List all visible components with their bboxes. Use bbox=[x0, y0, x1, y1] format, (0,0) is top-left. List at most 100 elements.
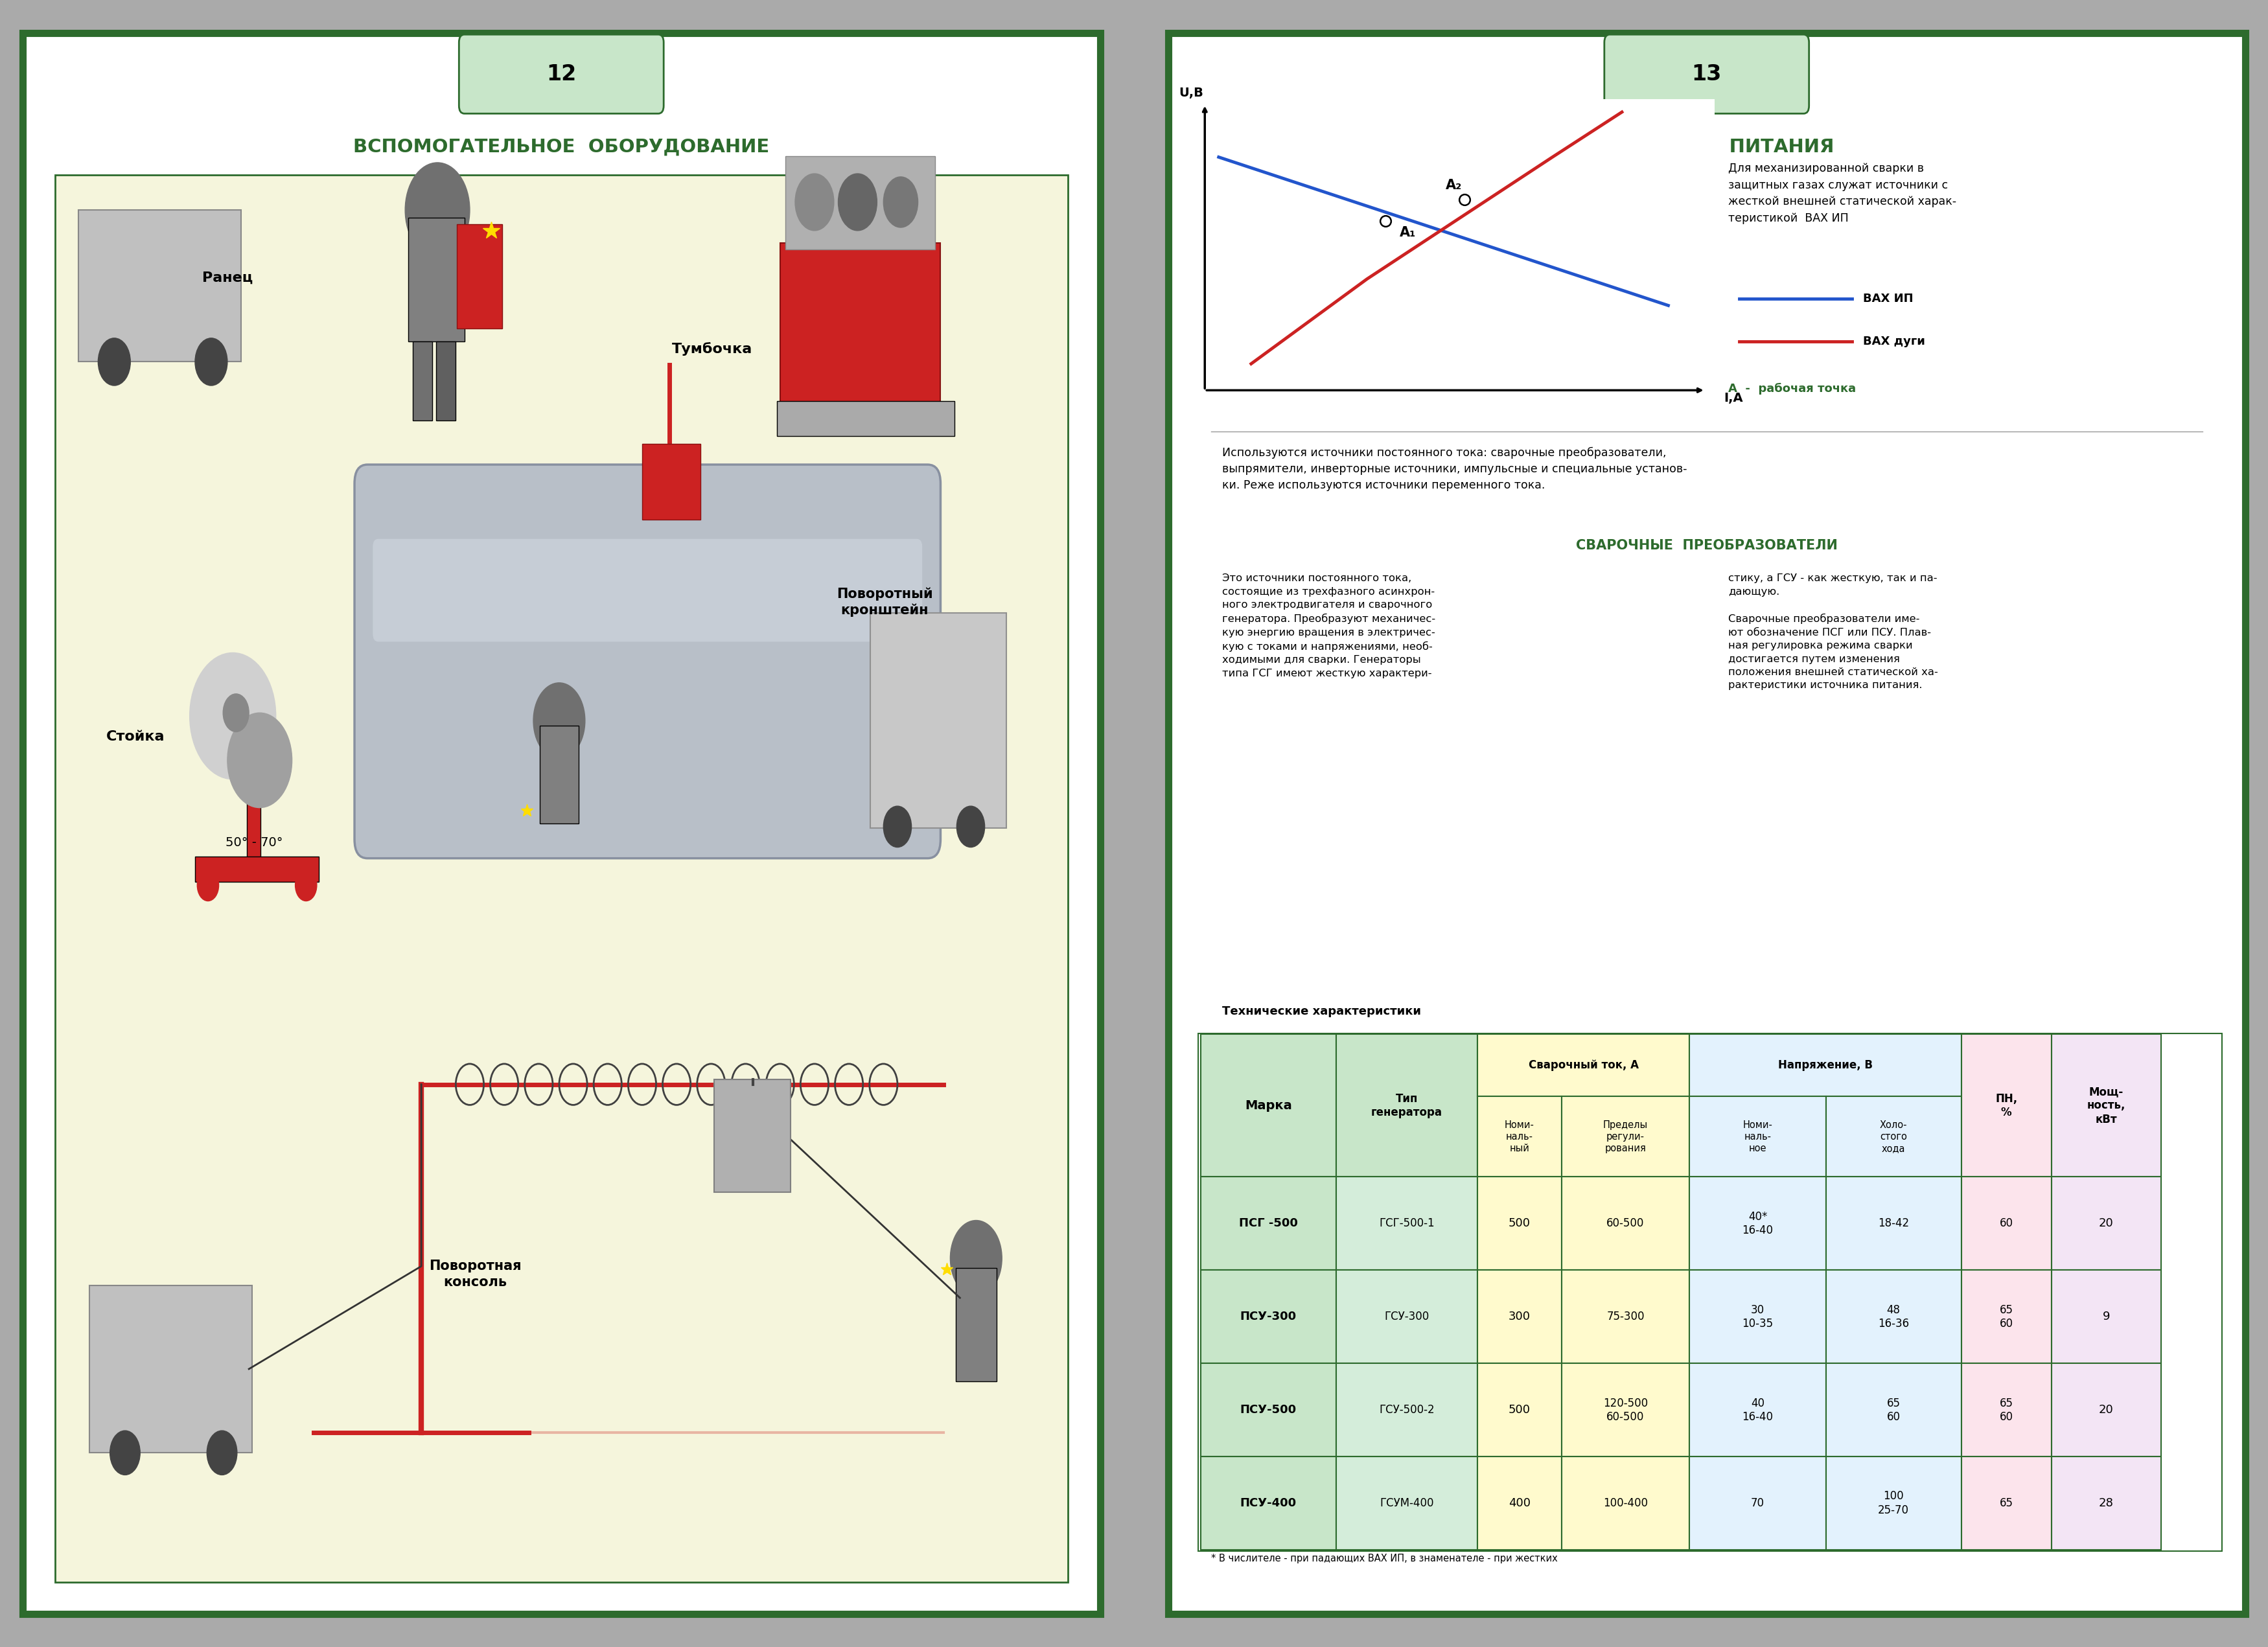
FancyBboxPatch shape bbox=[1826, 1097, 1962, 1178]
Text: 20: 20 bbox=[2098, 1405, 2114, 1416]
Text: 70: 70 bbox=[1751, 1497, 1765, 1509]
Text: I,A: I,A bbox=[1724, 392, 1744, 405]
FancyBboxPatch shape bbox=[785, 156, 934, 250]
Text: ГСУМ-400: ГСУМ-400 bbox=[1379, 1497, 1433, 1509]
Text: 60-500: 60-500 bbox=[1606, 1217, 1644, 1229]
FancyBboxPatch shape bbox=[1336, 1456, 1476, 1550]
Text: 65
60: 65 60 bbox=[2000, 1397, 2014, 1423]
Text: 48
16-36: 48 16-36 bbox=[1878, 1304, 1910, 1329]
FancyBboxPatch shape bbox=[955, 1268, 996, 1382]
FancyBboxPatch shape bbox=[2053, 1364, 2161, 1456]
Text: Пределы
регули-
рования: Пределы регули- рования bbox=[1603, 1120, 1649, 1153]
FancyBboxPatch shape bbox=[1198, 1033, 2223, 1551]
FancyBboxPatch shape bbox=[1200, 1178, 1336, 1270]
Text: 18-42: 18-42 bbox=[1878, 1217, 1910, 1229]
FancyBboxPatch shape bbox=[1560, 1178, 1690, 1270]
FancyBboxPatch shape bbox=[1476, 1270, 1560, 1364]
Text: Стойка: Стойка bbox=[107, 730, 166, 743]
Circle shape bbox=[191, 652, 277, 779]
Text: 13: 13 bbox=[1692, 63, 1721, 84]
FancyBboxPatch shape bbox=[1962, 1270, 2053, 1364]
FancyBboxPatch shape bbox=[1476, 1097, 1560, 1178]
Text: * В числителе - при падающих ВАХ ИП, в знаменателе - при жестких: * В числителе - при падающих ВАХ ИП, в з… bbox=[1211, 1555, 1558, 1563]
FancyBboxPatch shape bbox=[1476, 1034, 1690, 1097]
Text: ВАХ дуги: ВАХ дуги bbox=[1862, 336, 1926, 348]
Circle shape bbox=[950, 1220, 1002, 1296]
Text: 9: 9 bbox=[2102, 1311, 2109, 1323]
Circle shape bbox=[839, 173, 878, 231]
FancyBboxPatch shape bbox=[435, 341, 456, 420]
Text: ПСГ -500: ПСГ -500 bbox=[1238, 1217, 1297, 1229]
Text: Тумбочка: Тумбочка bbox=[671, 343, 753, 356]
FancyBboxPatch shape bbox=[1560, 1270, 1690, 1364]
Text: А  -  рабочая точка: А - рабочая точка bbox=[1728, 382, 1855, 395]
FancyBboxPatch shape bbox=[2053, 1034, 2161, 1178]
FancyBboxPatch shape bbox=[714, 1080, 792, 1192]
FancyBboxPatch shape bbox=[1476, 1178, 1560, 1270]
Text: 50° - 70°: 50° - 70° bbox=[225, 837, 284, 848]
Text: 100-400: 100-400 bbox=[1603, 1497, 1649, 1509]
FancyBboxPatch shape bbox=[1690, 1270, 1826, 1364]
Text: ГСГ-500-1: ГСГ-500-1 bbox=[1379, 1217, 1433, 1229]
FancyBboxPatch shape bbox=[1200, 1364, 1336, 1456]
Text: Номи-
наль-
ное: Номи- наль- ное bbox=[1742, 1120, 1774, 1153]
Circle shape bbox=[222, 693, 249, 731]
Text: Это источники постоянного тока,
состоящие из трехфазного асинхрон-
ного электрод: Это источники постоянного тока, состоящи… bbox=[1222, 573, 1436, 679]
FancyBboxPatch shape bbox=[780, 244, 941, 408]
FancyBboxPatch shape bbox=[1690, 1097, 1826, 1178]
FancyBboxPatch shape bbox=[1826, 1456, 1962, 1550]
FancyBboxPatch shape bbox=[1690, 1034, 1962, 1097]
FancyBboxPatch shape bbox=[1336, 1034, 1476, 1178]
Text: 28: 28 bbox=[2098, 1497, 2114, 1509]
Text: СВАРОЧНЫЕ  ПРЕОБРАЗОВАТЕЛИ: СВАРОЧНЫЕ ПРЕОБРАЗОВАТЕЛИ bbox=[1576, 539, 1837, 552]
Text: ГСУ-500-2: ГСУ-500-2 bbox=[1379, 1405, 1433, 1416]
Circle shape bbox=[109, 1431, 141, 1476]
FancyBboxPatch shape bbox=[776, 402, 955, 436]
Text: 20: 20 bbox=[2098, 1217, 2114, 1229]
FancyBboxPatch shape bbox=[1962, 1456, 2053, 1550]
FancyBboxPatch shape bbox=[1826, 1178, 1962, 1270]
Text: ВАХ ИП: ВАХ ИП bbox=[1862, 293, 1914, 305]
FancyBboxPatch shape bbox=[1168, 33, 2245, 1614]
Text: 75-300: 75-300 bbox=[1606, 1311, 1644, 1323]
Circle shape bbox=[98, 338, 132, 385]
Text: 12: 12 bbox=[547, 63, 576, 84]
Text: 120-500
60-500: 120-500 60-500 bbox=[1603, 1397, 1649, 1423]
Text: Марка: Марка bbox=[1245, 1100, 1293, 1112]
Circle shape bbox=[406, 163, 469, 257]
FancyBboxPatch shape bbox=[79, 211, 240, 362]
Circle shape bbox=[885, 176, 919, 227]
FancyBboxPatch shape bbox=[1690, 1364, 1826, 1456]
FancyBboxPatch shape bbox=[23, 33, 1100, 1614]
Text: 60: 60 bbox=[2000, 1217, 2014, 1229]
Text: Поворотный
кронштейн: Поворотный кронштейн bbox=[837, 588, 932, 618]
FancyBboxPatch shape bbox=[1200, 1034, 1336, 1178]
Text: ПСУ-300: ПСУ-300 bbox=[1241, 1311, 1297, 1323]
FancyBboxPatch shape bbox=[540, 725, 578, 824]
FancyBboxPatch shape bbox=[354, 464, 941, 858]
Circle shape bbox=[197, 870, 218, 901]
FancyBboxPatch shape bbox=[2053, 1178, 2161, 1270]
Text: A₂: A₂ bbox=[1445, 178, 1463, 191]
Text: 500: 500 bbox=[1508, 1217, 1531, 1229]
FancyBboxPatch shape bbox=[1560, 1097, 1690, 1178]
FancyBboxPatch shape bbox=[1826, 1270, 1962, 1364]
Circle shape bbox=[796, 173, 835, 231]
Text: Поворотная
консоль: Поворотная консоль bbox=[429, 1260, 522, 1288]
Text: ГСУ-300: ГСУ-300 bbox=[1383, 1311, 1429, 1323]
Circle shape bbox=[885, 805, 912, 847]
FancyBboxPatch shape bbox=[1690, 1178, 1826, 1270]
Text: Технические характеристики: Технические характеристики bbox=[1222, 1005, 1420, 1016]
FancyBboxPatch shape bbox=[408, 217, 465, 341]
FancyBboxPatch shape bbox=[1826, 1364, 1962, 1456]
Text: ПСУ-400: ПСУ-400 bbox=[1241, 1497, 1297, 1509]
Text: Напряжение, В: Напряжение, В bbox=[1778, 1059, 1873, 1071]
Circle shape bbox=[206, 1431, 238, 1476]
Circle shape bbox=[195, 338, 227, 385]
FancyBboxPatch shape bbox=[1603, 35, 1810, 114]
Text: U,B: U,B bbox=[1179, 87, 1202, 99]
Circle shape bbox=[957, 805, 984, 847]
FancyBboxPatch shape bbox=[456, 224, 501, 329]
Text: Для механизированной сварки в
защитных газах служат источники с
жесткой внешней : Для механизированной сварки в защитных г… bbox=[1728, 163, 1957, 224]
Text: 40*
16-40: 40* 16-40 bbox=[1742, 1211, 1774, 1237]
